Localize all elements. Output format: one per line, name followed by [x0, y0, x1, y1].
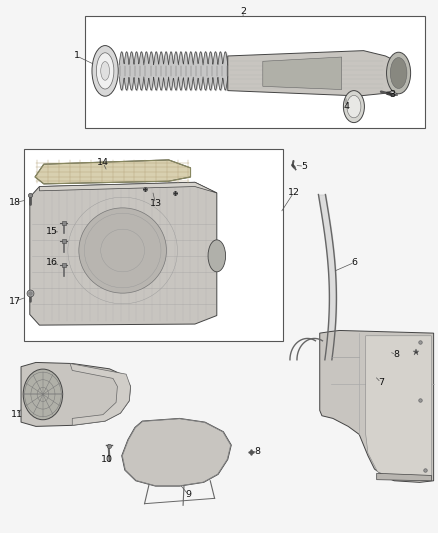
Ellipse shape	[347, 95, 361, 118]
Text: 7: 7	[378, 378, 384, 387]
Text: 13: 13	[149, 199, 162, 208]
Text: 8: 8	[254, 448, 261, 456]
Ellipse shape	[96, 53, 114, 89]
Ellipse shape	[101, 62, 110, 80]
Ellipse shape	[343, 91, 364, 123]
Text: 12: 12	[287, 189, 300, 197]
Text: 1: 1	[74, 52, 80, 60]
Ellipse shape	[23, 369, 63, 420]
Bar	[24, 149, 283, 341]
Text: 15: 15	[46, 228, 58, 236]
Polygon shape	[263, 57, 342, 90]
Polygon shape	[377, 473, 431, 481]
Ellipse shape	[390, 58, 407, 88]
Text: 18: 18	[9, 198, 21, 207]
Text: 8: 8	[393, 350, 399, 359]
Text: 2: 2	[240, 7, 246, 16]
Polygon shape	[70, 364, 131, 425]
Polygon shape	[228, 51, 407, 96]
Text: 17: 17	[9, 297, 21, 305]
Polygon shape	[21, 362, 131, 426]
Polygon shape	[39, 182, 217, 193]
Polygon shape	[366, 336, 431, 479]
Ellipse shape	[208, 240, 226, 272]
Bar	[85, 16, 425, 128]
Polygon shape	[320, 330, 434, 482]
Text: 9: 9	[185, 490, 191, 499]
Text: 16: 16	[46, 258, 58, 266]
Polygon shape	[35, 160, 191, 184]
Ellipse shape	[92, 46, 118, 96]
Text: 10: 10	[101, 455, 113, 464]
Text: 4: 4	[343, 102, 349, 111]
Ellipse shape	[79, 208, 166, 293]
Polygon shape	[30, 182, 217, 325]
Text: 6: 6	[352, 258, 358, 266]
Text: 11: 11	[11, 410, 23, 419]
Ellipse shape	[387, 52, 411, 94]
Text: 5: 5	[301, 162, 307, 171]
Polygon shape	[122, 418, 231, 486]
Text: 14: 14	[97, 158, 109, 167]
Text: 3: 3	[389, 91, 395, 99]
